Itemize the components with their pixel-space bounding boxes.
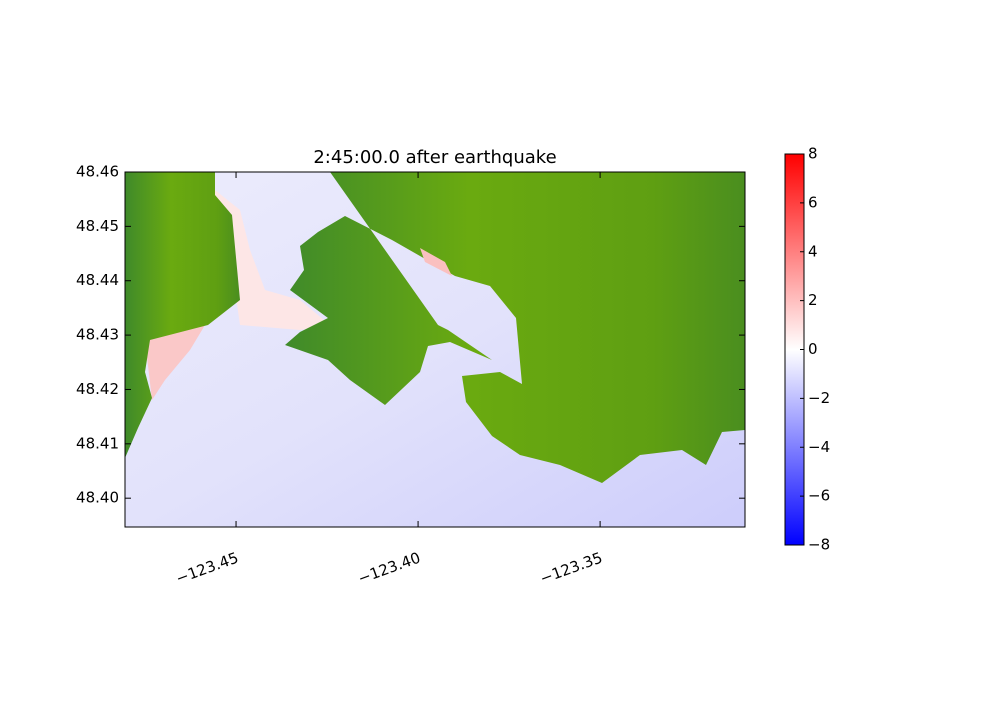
- y-tick-label: 48.41: [76, 434, 119, 452]
- colorbar-tick-label: 4: [808, 242, 818, 260]
- land-west: [125, 172, 240, 458]
- colorbar-tick-label: −2: [808, 389, 830, 407]
- x-tick-label: −123.40: [356, 549, 423, 588]
- y-tick-label: 48.43: [76, 326, 119, 344]
- colorbar-tick-label: −8: [808, 536, 830, 554]
- map: [125, 172, 745, 527]
- colorbar-tick-label: 8: [808, 145, 818, 163]
- x-tick-label: −123.35: [538, 549, 605, 588]
- y-tick-label: 48.42: [76, 380, 119, 398]
- inlet: [420, 248, 452, 276]
- y-tick-label: 48.40: [76, 489, 119, 507]
- lagoon: [145, 325, 205, 400]
- y-tick-label: 48.44: [76, 271, 119, 289]
- colorbar-tick-label: −6: [808, 487, 830, 505]
- plot-frame: [124, 171, 746, 528]
- land-east: [285, 172, 745, 483]
- x-tick-label: −123.45: [174, 549, 241, 588]
- chart-title: 2:45:00.0 after earthquake: [313, 147, 556, 168]
- colorbar-tick-label: −4: [808, 438, 830, 456]
- harbor: [215, 190, 330, 330]
- colorbar-tick-label: 2: [808, 291, 818, 309]
- colorbar-tick-label: 6: [808, 193, 818, 211]
- y-tick-label: 48.46: [76, 163, 119, 181]
- y-tick-label: 48.45: [76, 217, 119, 235]
- colorbar-tick-label: 0: [808, 340, 818, 358]
